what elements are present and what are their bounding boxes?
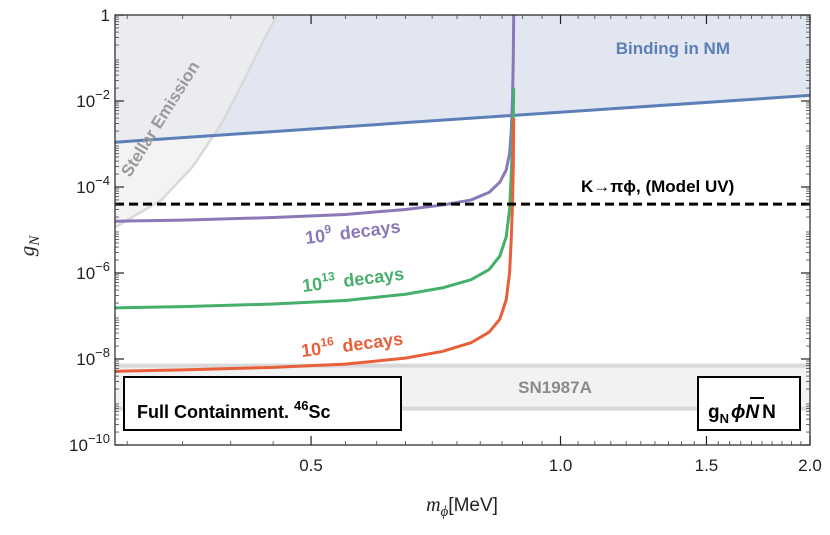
- y-tick-label: 10−10: [69, 431, 110, 455]
- x-axis-subscript: ϕ: [441, 504, 449, 520]
- kpi-label: K→πϕ, (Model UV): [581, 177, 734, 196]
- stellar-emission-region: [115, 15, 278, 228]
- series-label-16-suffix: decays: [341, 329, 404, 356]
- y-tick-label: 10−4: [76, 173, 110, 197]
- series-label-16-mantissa: 10: [300, 339, 322, 361]
- series-label-13-mantissa: 10: [301, 274, 323, 296]
- y-axis-subscript: N: [27, 235, 43, 247]
- tick-layer: 1 10−2 10−4 10−6 10−8 10−10 0.5 1.0 1.5 2.0: [69, 6, 822, 475]
- coupling-phi: ϕ: [731, 402, 745, 423]
- series-label-9-exponent: 9: [324, 222, 333, 237]
- plot-frame: [114, 14, 811, 446]
- series-layer: [115, 15, 516, 373]
- series-label-9: 109 decays: [304, 213, 402, 248]
- series-label-16-exponent: 16: [320, 334, 335, 350]
- x-axis-title: mϕ[MeV]: [426, 494, 498, 520]
- y-tick-label: 10−2: [76, 87, 110, 111]
- y-tick-label: 1: [101, 6, 110, 25]
- series-label-13: 1013 decays: [301, 261, 405, 296]
- series-label-13-suffix: decays: [342, 264, 405, 291]
- y-tick-label: 10−8: [76, 345, 110, 369]
- y-axis-symbol: g: [15, 246, 39, 257]
- series-line-2: [115, 118, 516, 373]
- sn1987a-label: SN1987A: [518, 378, 592, 397]
- x-tick-label: 0.5: [299, 456, 323, 475]
- containment-element: Sc: [308, 402, 330, 422]
- svg-text:Full Containment. 46Sc: Full Containment. 46Sc: [137, 398, 331, 422]
- y-axis-title: gN: [15, 235, 43, 257]
- containment-isotope-mass: 46: [294, 398, 308, 413]
- binding-region: [115, 15, 810, 143]
- coupling-g: g: [708, 402, 720, 423]
- series-label-9-suffix: decays: [339, 216, 402, 243]
- coupling-g-sub: N: [720, 411, 729, 426]
- containment-text: Full Containment.: [137, 402, 294, 422]
- x-tick-label: 2.0: [798, 456, 822, 475]
- y-tick-label: 10−6: [76, 259, 110, 283]
- x-axis-symbol: m: [426, 494, 440, 516]
- binding-label: Binding in NM: [616, 39, 730, 58]
- x-axis-unit: [MeV]: [448, 495, 498, 516]
- coupling-box: gN ϕN N: [697, 376, 801, 431]
- svg-text:gN: gN: [15, 235, 43, 257]
- regions: [115, 15, 810, 411]
- binding-boundary-line: [115, 93, 810, 144]
- x-tick-label: 1.0: [549, 456, 573, 475]
- containment-box: Full Containment. 46Sc: [123, 376, 402, 431]
- coupling-nbar: N: [745, 402, 760, 423]
- series-label-16: 1016 decays: [300, 326, 404, 361]
- coupling-n: N: [762, 402, 776, 423]
- series-label-9-mantissa: 10: [304, 226, 326, 248]
- stellar-emission-boundary: [115, 15, 279, 229]
- x-tick-label: 1.5: [695, 456, 719, 475]
- series-label-13-exponent: 13: [321, 269, 336, 285]
